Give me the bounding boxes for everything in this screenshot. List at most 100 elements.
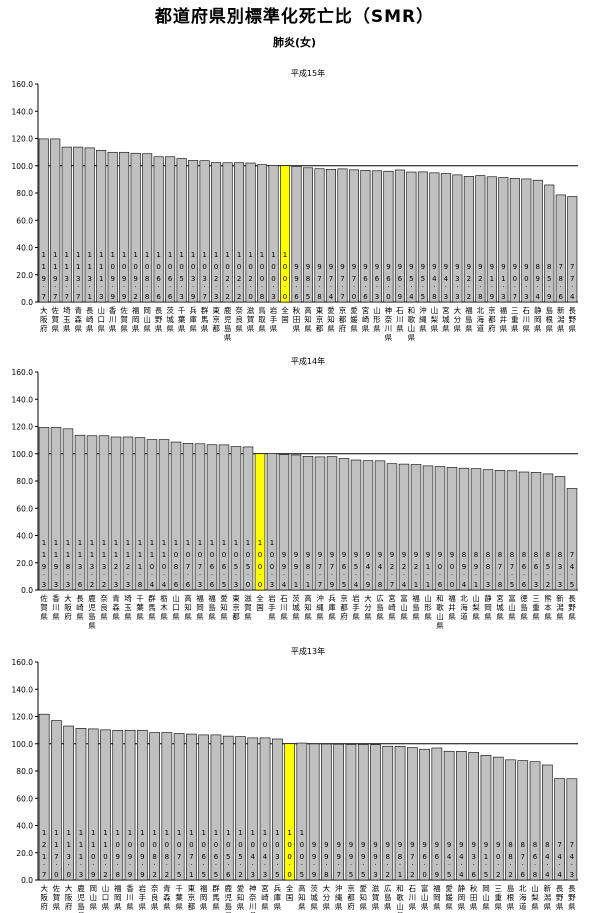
x-tick-label: 高知県	[184, 593, 192, 621]
bar	[357, 744, 369, 881]
data-label: 0.501	[246, 539, 250, 589]
data-label: 5.301	[275, 829, 279, 879]
bar	[314, 168, 325, 303]
page-title: 都道府県別標準化死亡比（SMR）	[154, 7, 435, 27]
x-tick-label: 愛媛県	[350, 305, 358, 333]
x-tick-label: 岩手県	[139, 883, 147, 911]
x-tick-label: 千葉県	[136, 593, 144, 621]
bar	[518, 471, 530, 591]
x-tick-label: 岩手県	[352, 593, 360, 621]
x-tick-label: 岡山県	[143, 306, 151, 333]
bar	[308, 743, 320, 881]
data-label: 5.601	[201, 829, 206, 879]
x-tick-label: 岡山県	[482, 884, 490, 911]
data-label: 7.79	[340, 263, 344, 301]
x-tick-label: 静岡県	[458, 883, 466, 911]
data-label: 3.211	[126, 539, 130, 589]
y-tick-label: 60.0	[16, 794, 33, 803]
bar	[530, 472, 542, 591]
bar	[475, 175, 486, 303]
data-label: 2.901	[133, 251, 137, 301]
bar	[509, 178, 520, 303]
y-tick-label: 40.0	[16, 532, 33, 541]
x-tick-label: 大分県	[454, 305, 462, 333]
data-label: 2.501	[238, 829, 242, 879]
bar	[291, 165, 302, 303]
data-label: 7.911	[42, 251, 46, 301]
x-tick-label: 鹿児島県	[77, 883, 85, 913]
bar	[119, 151, 130, 303]
data-label: 4.011	[150, 539, 155, 589]
bar	[188, 160, 199, 303]
bar	[222, 162, 233, 303]
data-label: 5.89	[306, 263, 310, 301]
x-tick-label: 群馬県	[148, 593, 156, 621]
y-tick-label: 60.0	[16, 216, 33, 225]
data-label: 7.79	[318, 551, 322, 589]
data-label: 6.09	[438, 551, 443, 589]
x-tick-label: 全国	[286, 883, 294, 902]
x-tick-label: 石川県	[280, 594, 288, 621]
bar	[505, 759, 516, 881]
data-label: 7.311	[76, 251, 80, 301]
y-tick-label: 140.0	[12, 685, 34, 694]
bar	[434, 466, 446, 591]
bar	[486, 176, 497, 303]
data-label: 3.39	[455, 263, 459, 301]
data-label: 6.801	[174, 539, 179, 589]
x-tick-label: 山梨県	[472, 593, 480, 621]
data-label: 8.001	[260, 251, 264, 301]
data-label: 9.58	[547, 263, 551, 301]
data-label: 3.401	[263, 829, 268, 879]
bar	[406, 171, 417, 303]
bar	[73, 146, 84, 303]
data-label: 9.901	[140, 829, 144, 879]
x-tick-label: 京都府	[340, 593, 348, 621]
x-tick-label: 愛知県	[220, 593, 228, 621]
bar	[199, 160, 210, 303]
data-label: 0.001	[283, 251, 287, 301]
bar	[555, 194, 566, 303]
bar	[218, 444, 230, 591]
x-tick-label: 福井県	[448, 594, 456, 621]
x-tick-label: 奈良県	[100, 593, 108, 621]
chart-title: 平成15年	[291, 68, 325, 78]
data-label: 3.09	[524, 263, 528, 301]
data-label: 3.99	[373, 841, 377, 879]
x-tick-label: 愛知県	[237, 883, 245, 911]
bar	[498, 177, 509, 303]
y-tick-label: 160.0	[12, 80, 34, 89]
y-tick-label: 20.0	[16, 559, 33, 568]
bar	[134, 437, 146, 591]
x-tick-label: 兵庫県	[328, 593, 336, 621]
x-tick-label: 長崎県	[76, 594, 84, 621]
x-tick-label: 大阪府	[40, 883, 48, 911]
bar	[521, 178, 532, 303]
data-label: 3.111	[99, 251, 103, 301]
x-tick-label: 東京都	[188, 883, 196, 911]
bar	[259, 737, 271, 881]
data-label: 7.09	[513, 263, 517, 301]
x-tick-label: 富山県	[421, 883, 429, 911]
bar	[38, 427, 50, 591]
data-label: 0.711	[54, 829, 58, 879]
bar	[360, 170, 371, 303]
x-tick-label: 三重県	[494, 884, 502, 911]
data-label: 9.69	[398, 263, 403, 301]
x-tick-label: 全国	[281, 305, 289, 324]
data-label: 6.501	[226, 829, 231, 879]
data-label: 3.911	[54, 539, 58, 589]
x-tick-label: 神奈川県	[385, 305, 393, 342]
data-label: 3.911	[42, 539, 46, 589]
data-label: 1.19	[426, 551, 430, 589]
y-tick-label: 160.0	[12, 368, 34, 377]
x-tick-label: 高知県	[304, 305, 312, 333]
data-label: 7.121	[42, 829, 46, 879]
bar	[158, 439, 170, 591]
bar	[440, 173, 451, 303]
data-label: 9.901	[110, 251, 114, 301]
x-tick-label: 富山県	[508, 593, 516, 621]
x-tick-label: 静岡県	[484, 593, 492, 621]
x-tick-label: 大分県	[323, 883, 331, 911]
x-tick-label: 宮崎県	[261, 883, 269, 911]
